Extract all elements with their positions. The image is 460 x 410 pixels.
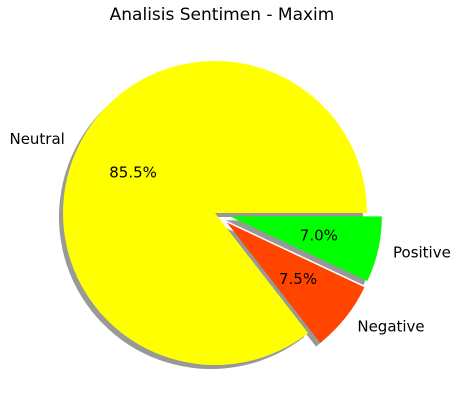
slice — [229, 216, 382, 282]
chart-title: Analisis Sentimen - Maxim — [110, 5, 335, 25]
slice-label: Negative — [357, 318, 424, 336]
slice-label: Neutral — [9, 130, 64, 148]
value-label: 7.0% — [300, 227, 338, 245]
slice — [226, 222, 365, 343]
slice-label: Positive — [393, 243, 451, 261]
value-label: 85.5% — [109, 163, 157, 181]
slice — [63, 60, 368, 366]
value-label: 7.5% — [279, 270, 317, 288]
